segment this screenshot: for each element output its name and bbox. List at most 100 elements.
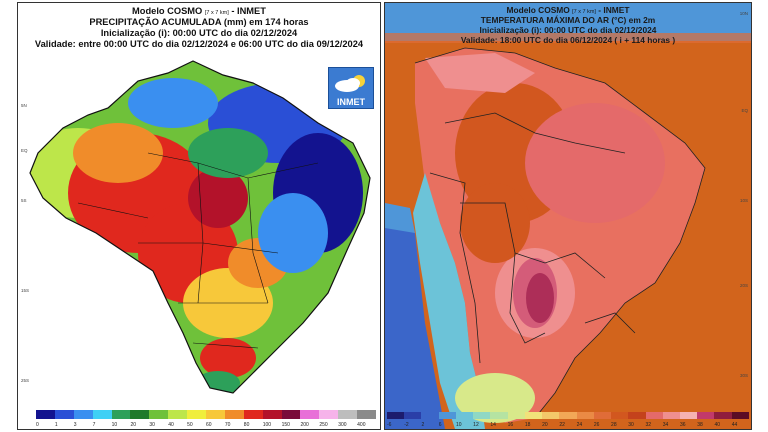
state-borders	[77, 152, 319, 349]
colorbar-tick-label: 0	[36, 422, 39, 428]
colorbar-swatch	[524, 412, 543, 419]
temperature-colorbar-ticks: -6 -2 2 6 10 12 14 16 18 20 22 24 26 28 30 32 34 36 38 40 44	[387, 422, 749, 428]
initialization-text: Inicialização (i): 00:00 UTC do dia 02/1…	[479, 24, 657, 35]
lat-label: 5N	[21, 103, 27, 108]
lat-label: 10N	[739, 11, 748, 16]
colorbar-swatch	[168, 410, 188, 419]
colorbar-swatch	[714, 412, 732, 419]
model-title: Modelo COSMO	[506, 5, 570, 15]
lat-label: 30S	[739, 373, 748, 378]
initialization-text: Inicialização (i): 00:00 UTC do dia 02/1…	[100, 27, 298, 38]
colorbar-swatch	[679, 412, 698, 419]
colorbar-swatch	[92, 410, 112, 419]
colorbar-swatch	[357, 410, 377, 419]
lat-label: 25S	[21, 378, 30, 383]
map-variable-title: PRECIPITAÇÃO ACUMULADA (mm) em 174 horas	[89, 16, 309, 27]
model-org: - INMET	[231, 6, 266, 16]
lat-label: EQ	[741, 108, 748, 113]
colorbar-tick-label: 60	[206, 422, 212, 428]
model-title: Modelo COSMO	[132, 6, 203, 16]
colorbar-tick-label: 24	[576, 422, 583, 428]
colorbar-tick-label: 400	[357, 422, 366, 428]
precipitation-colorbar-ticks: 0 1 3 7 10 20 30 40 50 60 70 80 100 150 200 250 300 400	[36, 422, 376, 428]
precipitation-map-panel: Modelo COSMO [7 x 7 km] - INMET PRECIPIT…	[17, 2, 381, 430]
colorbar-tick-label: 26	[593, 422, 600, 428]
colorbar-tick-label: 38	[697, 422, 703, 428]
validity-text: Validade: 18:00 UTC do dia 06/12/2024 ( …	[460, 34, 676, 45]
lat-label: 10S	[739, 198, 748, 203]
colorbar-tick-label: 34	[662, 422, 669, 428]
lat-label: EQ	[21, 148, 28, 153]
colorbar-tick-label: 300	[338, 422, 347, 428]
colorbar-swatch	[473, 412, 491, 419]
inmet-logo-text: INMET	[337, 97, 365, 107]
colorbar-tick-label: 22	[559, 422, 565, 428]
colorbar-swatch	[731, 412, 749, 419]
colorbar-tick-label: 10	[111, 422, 118, 428]
colorbar-swatch	[662, 412, 680, 419]
colorbar-swatch	[243, 410, 263, 419]
colorbar-swatch	[611, 412, 629, 419]
colorbar-tick-label: -6	[387, 422, 392, 428]
colorbar-tick-label: 18	[524, 422, 531, 428]
temperature-map-header: Modelo COSMO [7 x 7 km] - INMET TEMPERAT…	[385, 5, 751, 46]
colorbar-swatch	[36, 410, 55, 419]
colorbar-tick-label: 10	[455, 422, 462, 428]
precipitation-colorbar	[36, 410, 377, 419]
south-america-temperature-map	[385, 3, 751, 429]
colorbar-tick-label: 14	[490, 422, 496, 428]
colorbar-swatch	[300, 410, 320, 419]
colorbar-swatch	[438, 412, 456, 419]
colorbar-swatch	[206, 410, 225, 419]
brazil-precipitation-map	[29, 60, 371, 394]
colorbar-swatch	[593, 412, 612, 419]
colorbar-tick-label: 200	[300, 422, 309, 428]
colorbar-swatch	[455, 412, 474, 419]
colorbar-swatch	[338, 410, 358, 419]
country-borders	[414, 47, 706, 419]
precipitation-map-header: Modelo COSMO [7 x 7 km] - INMET PRECIPIT…	[18, 6, 380, 50]
lat-label: 15S	[21, 288, 30, 293]
colorbar-tick-label: 30	[628, 422, 634, 428]
colorbar-swatch	[421, 412, 439, 419]
colorbar-tick-label: 16	[507, 422, 514, 428]
validity-text: Validade: entre 00:00 UTC do dia 02/12/2…	[34, 38, 364, 49]
colorbar-tick-label: 30	[149, 422, 155, 428]
colorbar-tick-label: 20	[542, 422, 548, 428]
colorbar-tick-label: 3	[73, 422, 77, 428]
map-variable-title: TEMPERATURA MÁXIMA DO AR (°C) em 2m	[480, 14, 656, 25]
colorbar-tick-label: 20	[130, 422, 137, 428]
lat-label: 20S	[739, 283, 748, 288]
colorbar-swatch	[149, 410, 169, 419]
colorbar-tick-label: 12	[473, 422, 479, 428]
colorbar-swatch	[387, 412, 405, 419]
colorbar-swatch	[645, 412, 663, 419]
andes-cool-region	[413, 173, 485, 429]
weather-sun-cloud-icon	[335, 75, 365, 92]
colorbar-tick-label: 80	[243, 422, 250, 428]
temperature-map-panel: Modelo COSMO [7 x 7 km] - INMET TEMPERAT…	[384, 2, 752, 430]
colorbar-tick-label: 150	[281, 422, 290, 428]
colorbar-tick-label: 40	[714, 422, 721, 428]
colorbar-tick-label: 36	[679, 422, 686, 428]
colorbar-swatch	[130, 410, 150, 419]
colorbar-swatch	[73, 410, 93, 419]
colorbar-swatch	[542, 412, 560, 419]
precipitation-field	[30, 61, 370, 393]
colorbar-tick-label: 44	[731, 422, 738, 428]
country-border	[29, 60, 371, 394]
colorbar-tick-label: 100	[262, 422, 272, 428]
colorbar-tick-label: 32	[645, 422, 652, 428]
colorbar-tick-label: -2	[404, 422, 409, 428]
colorbar-tick-label: 2	[421, 422, 425, 428]
lat-label: 5S	[21, 198, 27, 203]
colorbar-swatch	[576, 412, 594, 419]
temperature-colorbar	[387, 412, 749, 419]
colorbar-swatch	[111, 410, 131, 419]
colorbar-tick-label: 28	[611, 422, 617, 428]
colorbar-swatch	[187, 410, 207, 419]
colorbar-swatch	[404, 412, 422, 419]
colorbar-tick-label: 6	[438, 422, 442, 428]
colorbar-swatch	[281, 410, 301, 419]
colorbar-tick-label: 40	[168, 422, 174, 428]
